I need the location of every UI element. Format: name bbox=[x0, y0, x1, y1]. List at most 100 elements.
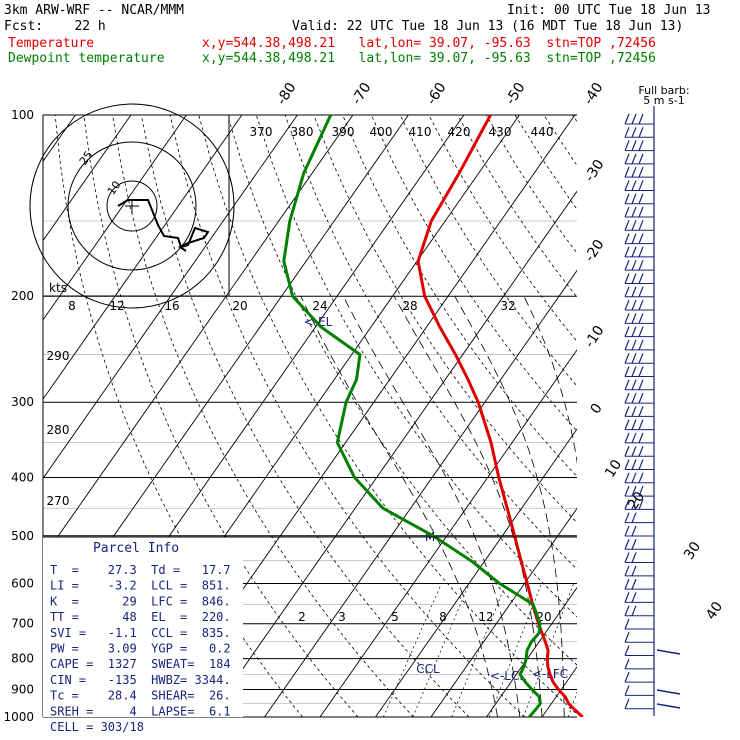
header-valid-time: Valid: 22 UTC Tue 18 Jun 13 (16 MDT Tue … bbox=[292, 19, 684, 34]
barb-flag bbox=[624, 392, 630, 404]
barb-flag bbox=[638, 445, 644, 457]
barb-flag bbox=[624, 313, 630, 324]
pressure-tick-label: 500 bbox=[11, 529, 34, 543]
wind-barb bbox=[624, 565, 654, 577]
barb-flag bbox=[631, 499, 637, 510]
barb-flag bbox=[631, 512, 637, 523]
wind-barb bbox=[624, 632, 654, 643]
barb-flag bbox=[631, 592, 637, 603]
barb-flag bbox=[631, 552, 637, 563]
wind-barb bbox=[624, 406, 654, 417]
barb-flag bbox=[624, 671, 630, 683]
barb-flag bbox=[638, 206, 644, 218]
hodo-ring bbox=[67, 141, 197, 271]
dry-adiabat bbox=[169, 115, 525, 717]
dry-adiabat bbox=[342, 115, 577, 478]
dry-adiabat bbox=[54, 115, 303, 717]
barb-flag bbox=[624, 273, 630, 284]
theta-label: 400 bbox=[370, 125, 393, 139]
hodo-speed-label: 28 bbox=[402, 299, 417, 313]
pressure-tick-label: 700 bbox=[11, 617, 34, 631]
wind-barb bbox=[624, 166, 654, 178]
barb-low bbox=[656, 689, 681, 695]
level-annotation: CCL bbox=[416, 662, 440, 676]
barb-flag bbox=[638, 220, 644, 231]
barb-flag bbox=[624, 445, 630, 457]
profile-clip bbox=[282, 115, 584, 717]
barb-flag bbox=[624, 499, 630, 510]
barb-flag bbox=[624, 632, 630, 643]
parcel-info-row: K = 29 LFC = 846. bbox=[50, 594, 231, 608]
barb-flag bbox=[624, 127, 630, 138]
mixing-ratio-label: 5 bbox=[391, 610, 399, 624]
barb-flag bbox=[624, 113, 630, 125]
dry-adiabat bbox=[112, 115, 414, 717]
barb-legend-unit: 5 m s-1 bbox=[643, 94, 684, 107]
barb-flag bbox=[631, 180, 637, 191]
mixing-ratio-label: 3 bbox=[338, 610, 346, 624]
dry-adiabat bbox=[227, 115, 577, 666]
barb-flag bbox=[624, 140, 630, 151]
barb-flag bbox=[638, 180, 644, 191]
parcel-info-box: Parcel Info T = 27.3 Td = 17.7 LI = -3.2 L… bbox=[43, 536, 577, 734]
barb-flag bbox=[624, 698, 630, 709]
barb-flag bbox=[631, 525, 637, 537]
wind-barb bbox=[624, 445, 654, 457]
pressure-tick-label: 300 bbox=[11, 395, 34, 409]
mixing-ratio-line bbox=[412, 583, 470, 717]
moist-adiabat bbox=[523, 296, 577, 465]
hodograph-trace bbox=[117, 199, 210, 252]
pressure-tick-label: 900 bbox=[11, 682, 34, 696]
theta-label: 430 bbox=[489, 125, 512, 139]
hodo-ring-label: 25 bbox=[77, 149, 96, 168]
barb-flag bbox=[624, 220, 630, 231]
wind-barb bbox=[624, 180, 654, 191]
barb-flag bbox=[631, 379, 637, 391]
barb-flag bbox=[638, 113, 644, 125]
parcel-box-bg bbox=[43, 537, 243, 717]
dry-adiabat bbox=[313, 115, 577, 524]
barb-flag bbox=[631, 193, 637, 204]
barb-flag bbox=[631, 166, 637, 178]
hodo-speed-label: 8 bbox=[68, 299, 76, 313]
isotherm-line bbox=[709, 115, 740, 717]
hodograph-box bbox=[42, 114, 230, 297]
barb-flag bbox=[631, 419, 637, 430]
barb-flag bbox=[631, 140, 637, 151]
isotherm-label: -60 bbox=[424, 80, 450, 108]
barb-flag bbox=[631, 206, 637, 218]
barb-flag bbox=[638, 273, 644, 284]
barb-flag bbox=[638, 419, 644, 430]
mixing-ratio-label: 8 bbox=[439, 610, 447, 624]
wind-barb bbox=[624, 246, 654, 258]
parcel-info-row: CELL = 303/18 bbox=[50, 720, 144, 734]
barb-flag bbox=[631, 273, 637, 284]
wind-barb bbox=[624, 233, 654, 245]
barb-flag bbox=[631, 246, 637, 258]
moist-adiabat bbox=[393, 296, 543, 717]
barb-flag bbox=[631, 539, 637, 550]
isotherm-line bbox=[43, 115, 298, 480]
parcel-info-title: Parcel Info bbox=[93, 541, 179, 556]
barb-flag bbox=[638, 127, 644, 138]
mixing-ratio-label: 12 bbox=[478, 610, 493, 624]
wind-barb bbox=[624, 220, 654, 231]
mixing-ratio-label: 2 bbox=[298, 610, 306, 624]
barb-flag bbox=[631, 113, 637, 125]
wind-barb bbox=[624, 698, 654, 710]
wind-barbs: Full barb:5 m s-1 bbox=[624, 84, 690, 716]
barb-flag bbox=[624, 339, 630, 351]
barb-flag bbox=[638, 286, 644, 297]
isotherm-label: -30 bbox=[582, 157, 608, 185]
barb-flag bbox=[624, 379, 630, 391]
isotherm-label: -10 bbox=[582, 323, 608, 351]
hodo-speed-label: 16 bbox=[164, 299, 179, 313]
wind-barb bbox=[624, 671, 654, 683]
theta-label: 280 bbox=[47, 423, 70, 437]
dry-adiabat bbox=[601, 115, 740, 717]
legend-temperature-label: Temperature bbox=[8, 36, 95, 51]
theta-label: 290 bbox=[47, 349, 70, 363]
isotherm-line bbox=[43, 115, 243, 400]
barb-flag bbox=[631, 392, 637, 404]
